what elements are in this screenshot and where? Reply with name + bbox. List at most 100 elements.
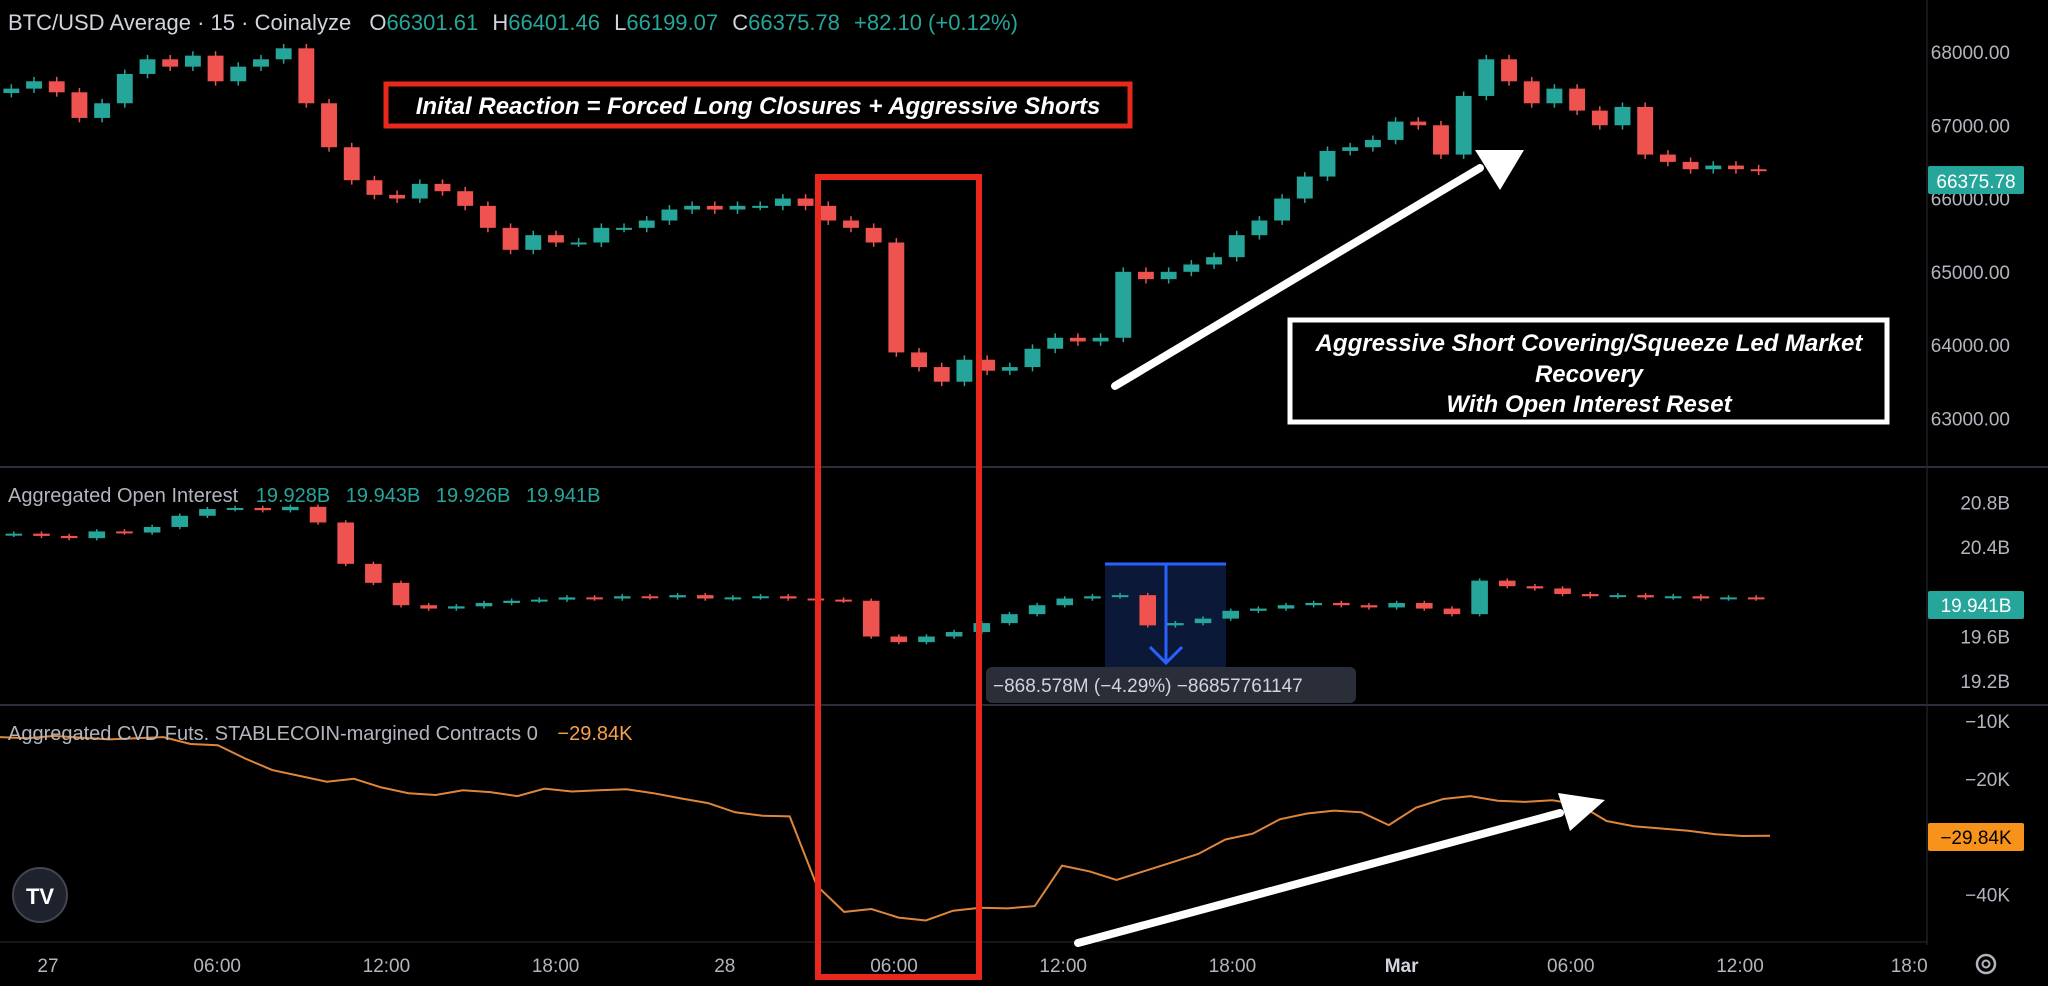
price-candle xyxy=(1274,198,1291,221)
price-candle xyxy=(1410,121,1427,126)
x-tick-label: 18:00 xyxy=(1209,956,1257,977)
price-candle xyxy=(865,227,882,243)
price-candle xyxy=(706,205,723,210)
settings-gear-icon[interactable] xyxy=(1975,953,1997,975)
price-candle xyxy=(1682,161,1699,170)
oi-candle xyxy=(1747,597,1765,600)
price-candle xyxy=(956,359,973,382)
price-candle xyxy=(94,103,111,118)
cvd-arrow-head xyxy=(1558,793,1605,831)
oi-last-label: 19.941B xyxy=(1941,596,2012,617)
price-title: BTC/USD Average · 15 · Coinalyze xyxy=(8,10,351,35)
oi-legend[interactable]: Aggregated Open Interest 19.928B 19.943B… xyxy=(8,485,600,507)
price-candle xyxy=(525,235,542,250)
price-candle xyxy=(1546,88,1563,104)
oi-candle xyxy=(1416,602,1433,609)
oi-candle xyxy=(337,522,354,564)
price-candle xyxy=(162,59,179,67)
ohlc-l: 66199.07 xyxy=(626,10,718,35)
tradingview-logo[interactable]: TV xyxy=(12,867,68,923)
price-candle xyxy=(48,81,65,93)
price-candle xyxy=(1705,165,1722,170)
oi-candle xyxy=(1028,605,1046,615)
price-candle xyxy=(1251,220,1268,236)
right-annotation-box[interactable] xyxy=(1287,317,1890,425)
oi-candle xyxy=(1664,596,1682,599)
x-tick-label: 18:00 xyxy=(532,956,580,977)
x-tick-label: 06:00 xyxy=(1547,956,1595,977)
gear-ring xyxy=(1975,953,1997,975)
oi-candle xyxy=(531,599,548,602)
highlight-rectangle[interactable] xyxy=(815,174,982,980)
oi-candle xyxy=(475,602,493,607)
price-candle xyxy=(1659,154,1676,162)
price-candle xyxy=(230,66,247,82)
cvd-recovery-arrow[interactable] xyxy=(1074,793,1605,947)
price-candles xyxy=(3,43,1767,387)
price-candle xyxy=(1364,139,1381,148)
price-recovery-arrow[interactable] xyxy=(1111,150,1524,390)
price-candle xyxy=(434,183,451,192)
price-legend[interactable]: BTC/USD Average · 15 · Coinalyze O66301.… xyxy=(8,10,1018,35)
price-candle xyxy=(1750,169,1767,172)
cvd-value: −29.84K xyxy=(557,723,633,745)
x-tick-label: 12:00 xyxy=(1716,956,1764,977)
x-tick-label: 27 xyxy=(37,956,58,977)
price-candle xyxy=(184,55,201,67)
price-candle xyxy=(774,198,791,206)
ohlc-h: 66401.46 xyxy=(508,10,600,35)
price-candle xyxy=(343,147,360,181)
price-candle xyxy=(1614,106,1631,126)
price-arrow-head xyxy=(1475,150,1524,190)
oi-candle xyxy=(1305,602,1322,606)
y-tick-label: −40K xyxy=(1965,885,2010,906)
oi-candle xyxy=(1194,618,1212,624)
price-candle xyxy=(752,205,769,208)
y-tick-label: 66000.00 xyxy=(1931,190,2010,211)
price-candle xyxy=(933,367,950,382)
oi-candle xyxy=(1250,608,1267,611)
price-candle xyxy=(570,242,587,245)
oi-candle xyxy=(143,526,161,533)
oi-candle xyxy=(1526,586,1544,589)
measure-tool[interactable] xyxy=(1105,562,1226,668)
right-annotation-line2: Recovery xyxy=(1535,361,1645,388)
oi-candle xyxy=(1222,610,1239,619)
oi-candle xyxy=(1443,608,1461,615)
price-candle xyxy=(1024,348,1041,368)
oi-candle xyxy=(33,533,50,536)
price-candle xyxy=(593,227,610,243)
price-candle xyxy=(116,73,133,104)
oi-candle xyxy=(1498,580,1516,587)
oi-candle xyxy=(309,506,327,523)
price-last-label: 66375.78 xyxy=(1936,172,2015,193)
oi-candle xyxy=(1554,588,1571,595)
price-candle xyxy=(1047,337,1064,349)
x-axis-ticks[interactable]: 27 06:00 12:00 18:00 28 06:00 12:00 18:00 Mar 06:… xyxy=(37,956,1927,977)
x-tick-label: 06:00 xyxy=(870,956,918,977)
cvd-legend[interactable]: Aggregated CVD Futs. STABLECOIN-margined… xyxy=(8,723,633,745)
oi-candle xyxy=(1581,594,1599,597)
right-annotation-line3: With Open Interest Reset xyxy=(1446,391,1732,418)
oi-candle xyxy=(1167,623,1184,626)
price-candle xyxy=(321,103,337,148)
price-candle xyxy=(843,220,859,228)
price-candle xyxy=(502,227,519,250)
ohlc-l-key: L xyxy=(614,10,626,35)
price-candle xyxy=(1455,95,1472,155)
y-tick-label: 19.2B xyxy=(1960,672,2010,693)
price-candle xyxy=(548,235,564,243)
cvd-line-group xyxy=(0,734,1771,922)
price-candle xyxy=(1569,88,1586,111)
oi-candle xyxy=(779,596,797,599)
oi-candle xyxy=(365,563,382,583)
top-annotation-box[interactable] xyxy=(383,81,1133,129)
oi-candle xyxy=(116,531,133,534)
oi-candle xyxy=(724,597,742,600)
price-candle xyxy=(1637,106,1654,155)
y-axis-ticks[interactable]: 68000.00 67000.00 66000.00 65000.00 64000.00… xyxy=(1931,43,2011,907)
price-candle xyxy=(1319,150,1336,177)
ohlc-change: +82.10 (+0.12%) xyxy=(854,10,1018,35)
